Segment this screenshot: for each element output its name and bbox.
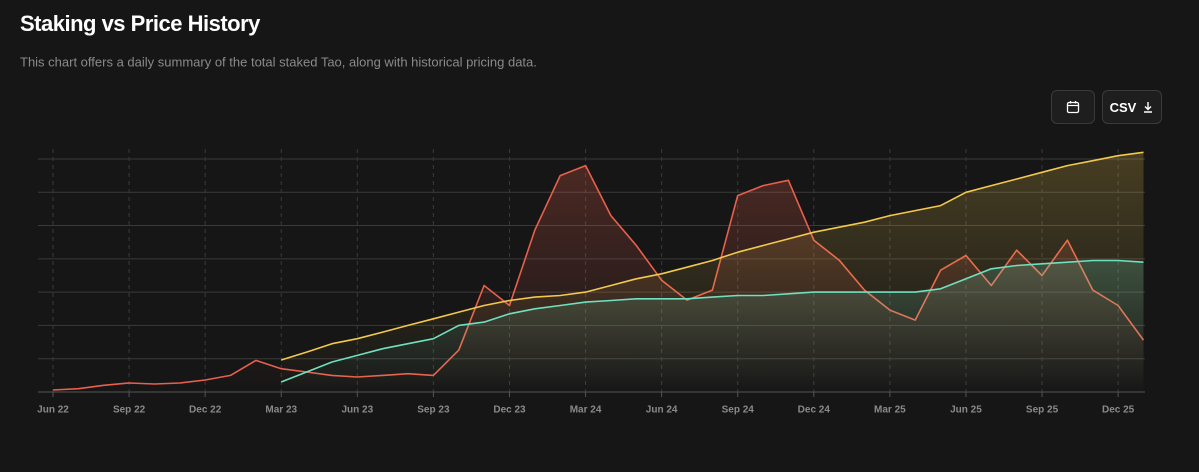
x-tick-label: Jun 23 [341, 405, 373, 416]
x-tick-label: Sep 24 [722, 405, 755, 416]
calendar-button[interactable] [1051, 90, 1095, 124]
x-tick-label: Jun 25 [950, 405, 982, 416]
x-tick-label: Dec 24 [798, 405, 831, 416]
csv-label: CSV [1109, 99, 1137, 115]
x-tick-label: Sep 25 [1026, 405, 1059, 416]
x-tick-label: Dec 25 [1102, 405, 1135, 416]
x-tick-label: Jun 24 [646, 405, 678, 416]
download-icon [1144, 102, 1153, 113]
x-tick-label: Dec 22 [189, 405, 222, 416]
area [281, 260, 1144, 392]
x-tick-label: Mar 24 [570, 405, 602, 416]
x-tick-label: Mar 25 [874, 405, 906, 416]
csv-button[interactable]: CSV [1102, 90, 1162, 124]
x-tick-label: Mar 23 [265, 405, 297, 416]
x-tick-label: Dec 23 [493, 405, 526, 416]
chart-title: Staking vs Price History [20, 11, 261, 36]
line [280, 151, 1144, 361]
x-tick-label: Sep 22 [113, 405, 146, 416]
chart-subtitle: This chart offers a daily summary of the… [20, 54, 537, 69]
x-tick-label: Sep 23 [417, 405, 450, 416]
x-tick-label: Jun 22 [37, 405, 69, 416]
calendar-icon [1066, 101, 1080, 114]
line [280, 259, 1144, 383]
